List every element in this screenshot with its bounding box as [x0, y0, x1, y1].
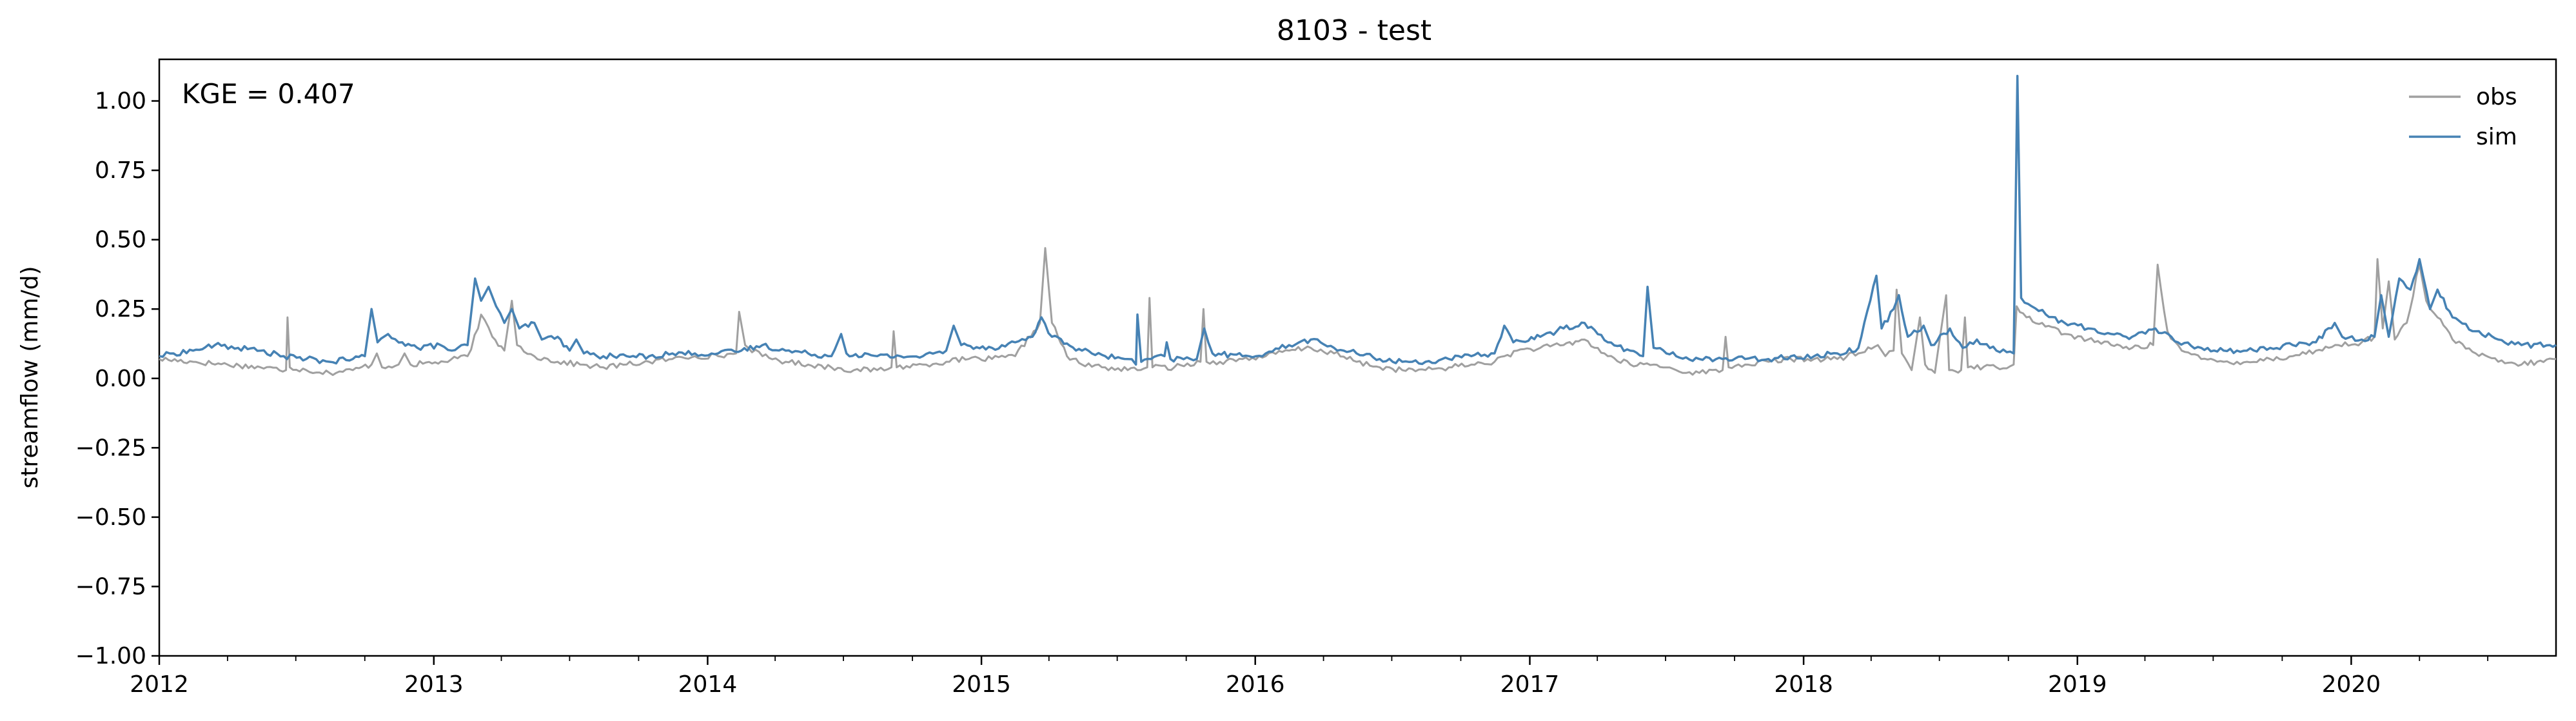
- y-tick-label: 0.25: [95, 296, 146, 322]
- x-tick-label: 2020: [2322, 671, 2381, 698]
- y-tick-label: 0.50: [95, 227, 146, 253]
- y-tick-label: 0.75: [95, 157, 146, 184]
- plot-area: −1.00 −0.75 −0.50 −0.25 0.00 0.25 0.50 0.75 1.00…: [75, 58, 2557, 698]
- x-tick-label: 2015: [952, 671, 1011, 698]
- series-lines: [159, 75, 2557, 376]
- x-tick-label: 2013: [404, 671, 464, 698]
- y-tick-label: −1.00: [75, 643, 146, 669]
- axes-frame: [158, 58, 2557, 657]
- series-line-obs: [159, 247, 2557, 376]
- chart-title: 8103 - test: [1277, 14, 1431, 47]
- y-tick-label: −0.25: [75, 435, 146, 461]
- legend-label-sim: sim: [2476, 124, 2517, 150]
- x-tick-label: 2016: [1226, 671, 1285, 698]
- y-axis-ticks: −1.00 −0.75 −0.50 −0.25 0.00 0.25 0.50 0.75 1.00: [75, 88, 159, 669]
- y-axis-label: streamflow (mm/d): [17, 266, 43, 489]
- series-line-sim: [159, 75, 2557, 366]
- x-axis-ticks: 2012 2013 2014 2015 2016 2017 2018 2019 2020: [130, 656, 2489, 698]
- y-tick-label: −0.75: [75, 573, 146, 600]
- x-tick-label: 2014: [678, 671, 738, 698]
- legend-label-obs: obs: [2476, 84, 2517, 110]
- x-tick-label: 2018: [1774, 671, 1833, 698]
- legend: obs sim: [2409, 84, 2517, 150]
- x-tick-label: 2019: [2048, 671, 2107, 698]
- kge-annotation: KGE = 0.407: [182, 78, 355, 110]
- x-tick-label: 2012: [130, 671, 189, 698]
- y-tick-label: 1.00: [95, 88, 146, 115]
- x-tick-label: 2017: [1500, 671, 1560, 698]
- y-tick-label: 0.00: [95, 366, 146, 392]
- y-tick-label: −0.50: [75, 504, 146, 531]
